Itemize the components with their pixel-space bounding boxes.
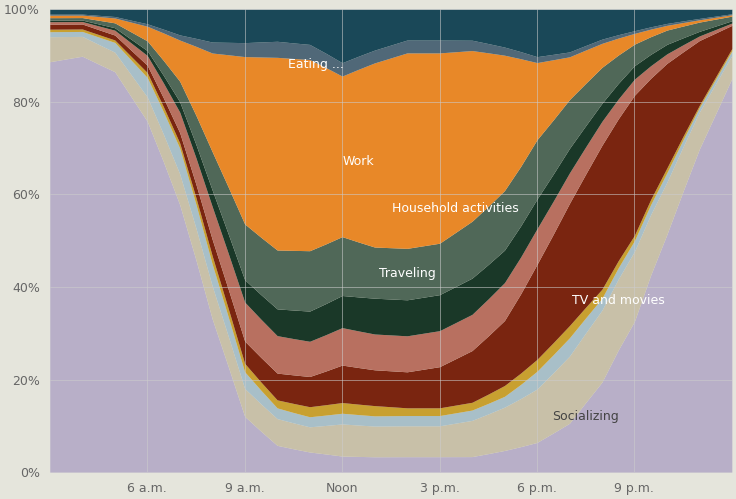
Text: Household activities: Household activities xyxy=(392,202,519,215)
Text: Work: Work xyxy=(342,155,374,169)
Text: TV and movies: TV and movies xyxy=(572,294,665,307)
Text: Eating ...: Eating ... xyxy=(289,58,344,71)
Text: Socializing: Socializing xyxy=(552,410,619,423)
Text: Traveling: Traveling xyxy=(378,266,436,279)
